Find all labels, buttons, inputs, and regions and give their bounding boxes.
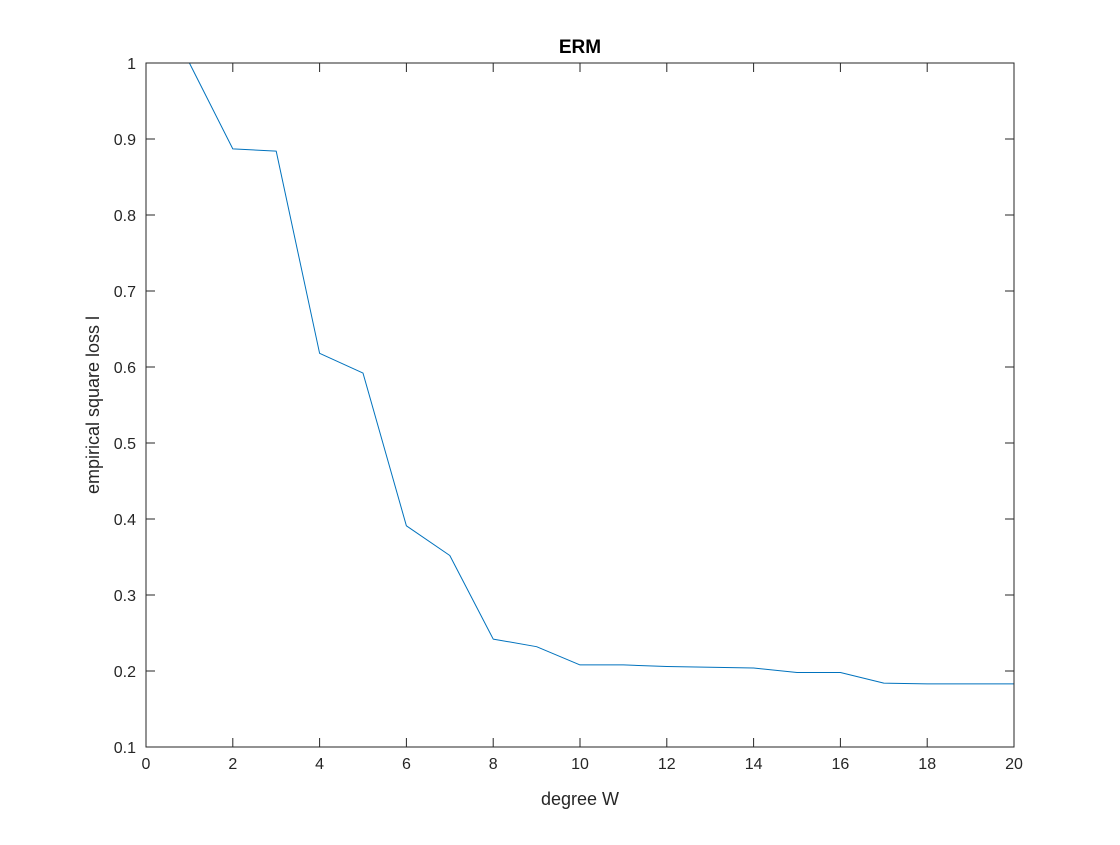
chart-title: ERM	[559, 37, 601, 58]
plot-area	[146, 63, 1014, 747]
x-tick-label: 10	[571, 756, 589, 773]
y-tick-label: 1	[127, 56, 136, 73]
y-tick-label: 0.9	[114, 132, 136, 149]
y-tick-label: 0.6	[114, 360, 136, 377]
x-tick-label: 18	[918, 756, 936, 773]
y-tick-label: 0.2	[114, 664, 136, 681]
y-axis-label: empirical square loss l	[83, 316, 103, 494]
y-tick-label: 0.3	[114, 588, 136, 605]
y-tick-label: 0.1	[114, 740, 136, 757]
x-tick-label: 16	[832, 756, 850, 773]
x-tick-label: 8	[489, 756, 498, 773]
series-layer	[188, 62, 1014, 685]
x-tick-label: 0	[142, 756, 151, 773]
tick-layer: 0 2 4 6 8 10 12 14 16 18 20 0.1 0.2 0.3 0.4 0.5 0.6 0.7 0.…	[114, 56, 1023, 773]
x-tick-label: 20	[1005, 756, 1023, 773]
x-tick-label: 6	[402, 756, 411, 773]
x-tick-label: 4	[315, 756, 324, 773]
y-tick-label: 0.4	[114, 512, 136, 529]
y-tick-label: 0.5	[114, 436, 136, 453]
x-axis-label: degree W	[541, 789, 619, 809]
x-tick-label: 2	[228, 756, 237, 773]
series-line	[188, 62, 1014, 685]
y-tick-label: 0.7	[114, 284, 136, 301]
axes-box	[145, 62, 1015, 748]
x-tick-label: 12	[658, 756, 676, 773]
x-tick-label: 14	[745, 756, 763, 773]
y-tick-label: 0.8	[114, 208, 136, 225]
